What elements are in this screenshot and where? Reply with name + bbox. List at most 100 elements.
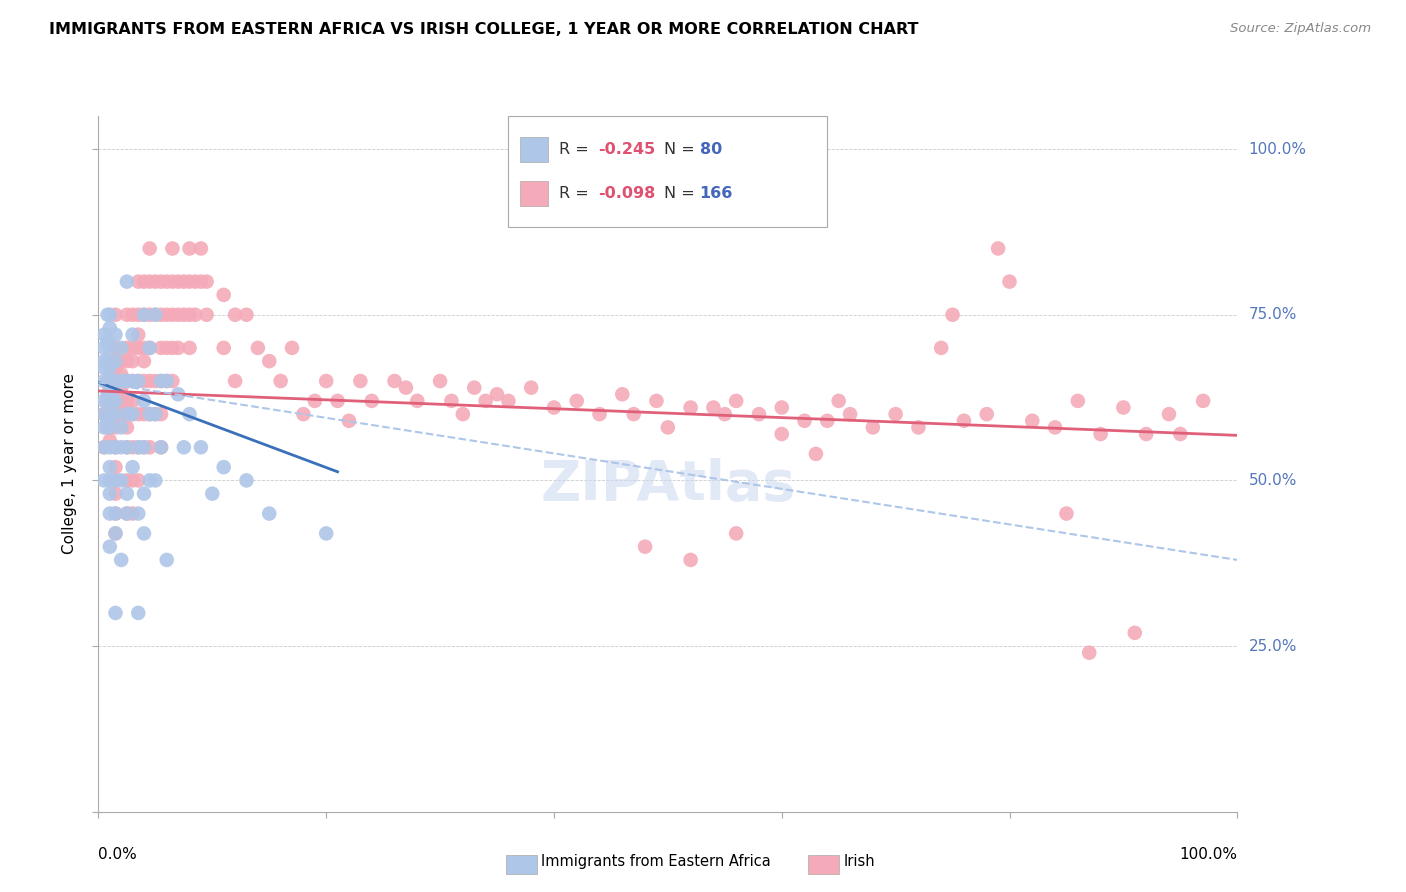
Point bbox=[907, 420, 929, 434]
Point bbox=[110, 393, 132, 408]
Point bbox=[145, 374, 167, 388]
Point bbox=[121, 474, 143, 488]
Point bbox=[115, 507, 138, 521]
Point bbox=[145, 407, 167, 421]
Point bbox=[121, 507, 143, 521]
Point bbox=[976, 407, 998, 421]
Point bbox=[246, 341, 269, 355]
Point bbox=[498, 393, 520, 408]
Point bbox=[145, 275, 167, 289]
Point bbox=[1192, 393, 1215, 408]
Point bbox=[93, 407, 115, 421]
Point bbox=[173, 275, 195, 289]
Text: 75.0%: 75.0% bbox=[1249, 307, 1296, 322]
Point bbox=[195, 308, 218, 322]
Point bbox=[167, 275, 190, 289]
Point bbox=[98, 341, 121, 355]
Point bbox=[679, 553, 702, 567]
Point bbox=[884, 407, 907, 421]
Text: 100.0%: 100.0% bbox=[1180, 847, 1237, 862]
Point bbox=[98, 387, 121, 401]
Point bbox=[121, 460, 143, 475]
Point bbox=[360, 393, 382, 408]
Point bbox=[101, 360, 124, 375]
Point bbox=[224, 308, 246, 322]
Point bbox=[1078, 646, 1101, 660]
Point bbox=[115, 354, 138, 368]
Point bbox=[98, 540, 121, 554]
Text: N =: N = bbox=[665, 186, 700, 202]
Text: -0.098: -0.098 bbox=[599, 186, 655, 202]
Point bbox=[104, 374, 127, 388]
Point bbox=[121, 374, 143, 388]
Point bbox=[110, 368, 132, 382]
Point bbox=[162, 275, 184, 289]
Point bbox=[292, 407, 315, 421]
Point bbox=[953, 414, 976, 428]
Point bbox=[195, 275, 218, 289]
Point bbox=[104, 374, 127, 388]
Point bbox=[714, 407, 737, 421]
Point bbox=[179, 242, 201, 256]
Point bbox=[770, 427, 793, 442]
Point bbox=[98, 474, 121, 488]
Point bbox=[679, 401, 702, 415]
Point bbox=[138, 308, 160, 322]
Point bbox=[110, 553, 132, 567]
Point bbox=[104, 393, 127, 408]
Point bbox=[804, 447, 827, 461]
Point bbox=[156, 308, 179, 322]
Point bbox=[162, 308, 184, 322]
Point bbox=[96, 420, 118, 434]
Point bbox=[104, 354, 127, 368]
Point bbox=[156, 341, 179, 355]
Point bbox=[96, 374, 118, 388]
Point bbox=[145, 407, 167, 421]
Point bbox=[104, 440, 127, 454]
Point bbox=[1135, 427, 1157, 442]
Point bbox=[429, 374, 451, 388]
Point bbox=[104, 407, 127, 421]
Point bbox=[942, 308, 965, 322]
Point bbox=[201, 486, 224, 500]
Point bbox=[474, 393, 496, 408]
Point bbox=[98, 393, 121, 408]
Point bbox=[1170, 427, 1192, 442]
Point bbox=[110, 381, 132, 395]
Point bbox=[349, 374, 371, 388]
Point bbox=[326, 393, 349, 408]
Point bbox=[725, 526, 748, 541]
Point bbox=[127, 374, 149, 388]
Point bbox=[104, 393, 127, 408]
Point bbox=[138, 474, 160, 488]
Point bbox=[612, 387, 634, 401]
Point bbox=[98, 486, 121, 500]
Point bbox=[98, 321, 121, 335]
Point bbox=[173, 308, 195, 322]
Text: 80: 80 bbox=[700, 142, 721, 157]
Point bbox=[110, 374, 132, 388]
Point bbox=[121, 354, 143, 368]
Point bbox=[115, 407, 138, 421]
Point bbox=[127, 606, 149, 620]
Point bbox=[104, 606, 127, 620]
Point bbox=[127, 341, 149, 355]
Text: 166: 166 bbox=[700, 186, 733, 202]
Point bbox=[104, 341, 127, 355]
Point bbox=[127, 507, 149, 521]
Point bbox=[235, 308, 257, 322]
Point bbox=[162, 242, 184, 256]
Point bbox=[132, 275, 155, 289]
Point bbox=[634, 540, 657, 554]
Point bbox=[406, 393, 429, 408]
Point bbox=[101, 401, 124, 415]
Point bbox=[150, 440, 173, 454]
Point bbox=[156, 275, 179, 289]
Text: R =: R = bbox=[560, 186, 593, 202]
Point bbox=[987, 242, 1010, 256]
Point bbox=[98, 393, 121, 408]
Point bbox=[132, 354, 155, 368]
Point bbox=[127, 440, 149, 454]
Point bbox=[96, 387, 118, 401]
Point bbox=[395, 381, 418, 395]
